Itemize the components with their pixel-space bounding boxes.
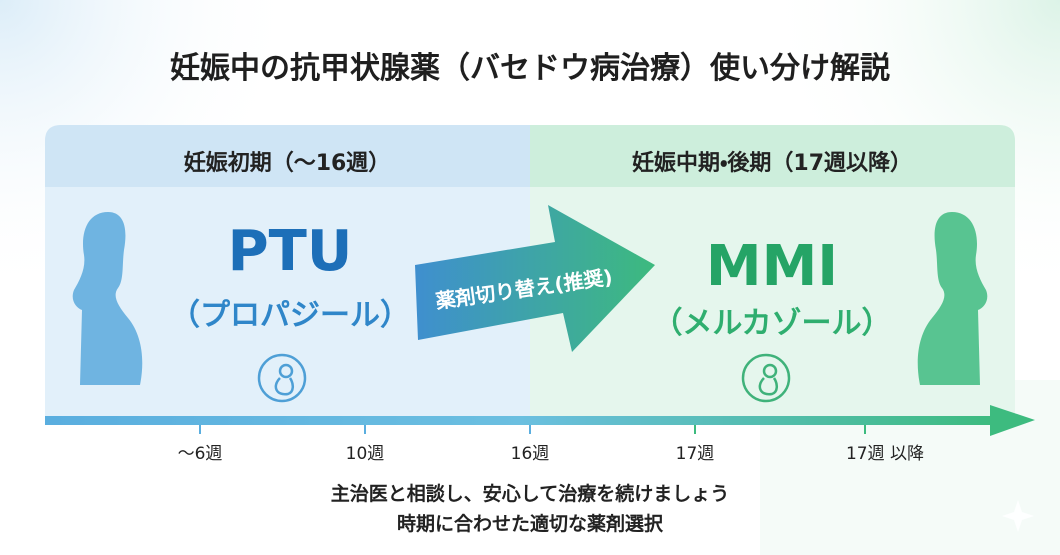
pregnant-silhouette bbox=[917, 212, 988, 385]
left-header: 妊娠初期（〜16週） bbox=[184, 150, 391, 176]
timeline-labels: 〜6週 10週 16週 17週 17週 以降 bbox=[178, 425, 924, 464]
timeline-label: 10週 bbox=[346, 444, 385, 464]
timeline-label: 17週 bbox=[676, 444, 715, 464]
footer-line: 主治医と相談し、安心して治療を続けましょう bbox=[331, 482, 729, 505]
right-drug: MMI bbox=[706, 234, 838, 299]
left-drug-name: （プロパジール） bbox=[170, 298, 410, 333]
fetus-icon bbox=[741, 353, 791, 403]
left-drug: PTU bbox=[228, 219, 353, 284]
switch-arrow bbox=[415, 205, 655, 352]
fetus-icon bbox=[257, 353, 307, 403]
timeline-label: 16週 bbox=[511, 444, 550, 464]
timeline-line bbox=[45, 416, 995, 425]
timeline-label: 〜6週 bbox=[178, 444, 223, 464]
right-drug-name: （メルカゾール） bbox=[652, 306, 891, 341]
right-header: 妊娠中期・後期（17週以降） bbox=[632, 150, 912, 176]
title: 妊娠中の抗甲状腺薬（バセドウ病治療）使い分け解説 bbox=[170, 51, 890, 86]
left-header-bg bbox=[45, 125, 530, 187]
footer-line: 時期に合わせた適切な薬剤選択 bbox=[397, 512, 664, 535]
sparkle bbox=[1002, 500, 1034, 532]
right-header-bg bbox=[530, 125, 1015, 187]
left-panel bbox=[45, 125, 530, 420]
right-panel bbox=[530, 125, 1015, 420]
pregnant-silhouette bbox=[72, 212, 143, 385]
timeline-arrowhead bbox=[990, 405, 1035, 436]
timeline-label: 17週 以降 bbox=[846, 444, 924, 464]
